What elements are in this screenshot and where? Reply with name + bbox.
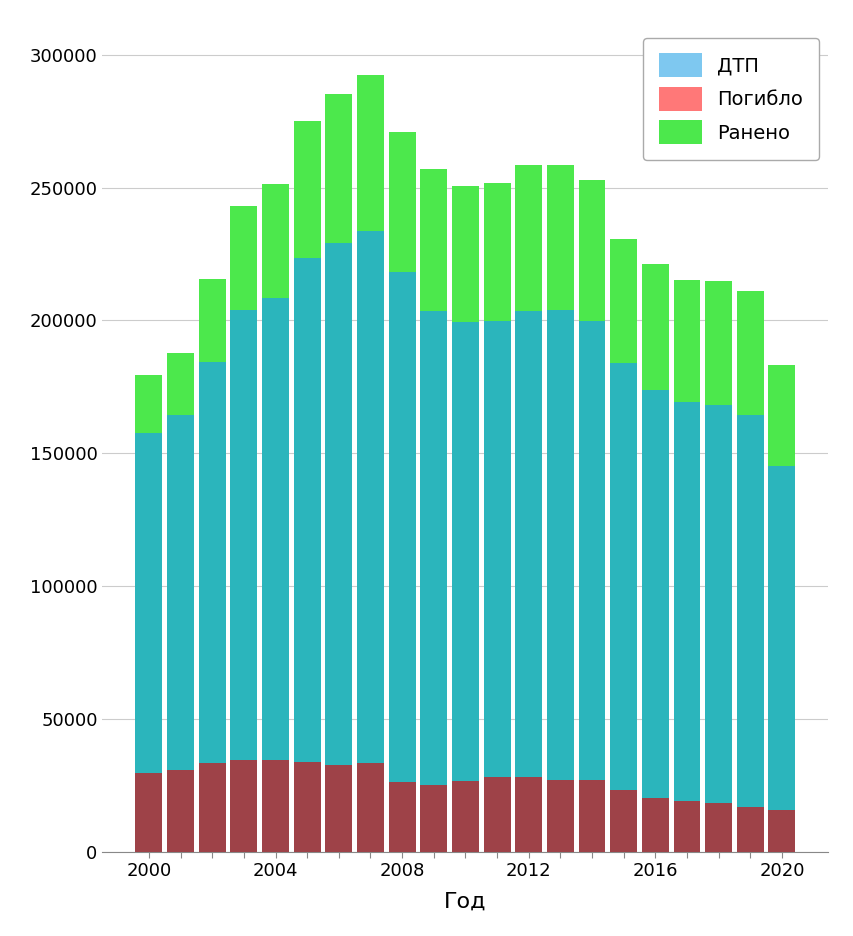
Bar [262,298,288,852]
Bar [357,76,384,230]
Bar [293,122,320,258]
Bar [388,782,415,852]
Bar [451,322,479,852]
Bar [768,811,794,852]
Bar [577,321,605,852]
Bar [136,433,162,852]
X-axis label: Год: Год [444,891,486,912]
Bar [736,807,763,852]
Legend: ДТП, Погибло, Ранено: ДТП, Погибло, Ранено [642,37,818,159]
Bar [136,375,162,433]
Bar [167,769,194,852]
Bar [641,264,668,390]
Bar [451,186,479,322]
Bar [641,390,668,852]
Bar [357,230,384,852]
Bar [705,803,731,852]
Bar [325,243,352,852]
Bar [610,790,636,852]
Bar [451,782,479,852]
Bar [768,365,794,466]
Bar [325,765,352,852]
Bar [199,362,225,852]
Bar [736,291,763,415]
Bar [705,281,731,405]
Bar [705,405,731,852]
Bar [293,258,320,852]
Bar [546,310,573,852]
Bar [641,797,668,852]
Bar [420,784,447,852]
Bar [610,363,636,852]
Bar [199,279,225,362]
Bar [514,778,542,852]
Bar [673,801,699,852]
Bar [357,763,384,852]
Bar [673,402,699,852]
Bar [483,778,510,852]
Bar [262,183,288,298]
Bar [610,240,636,363]
Bar [230,206,257,310]
Bar [199,764,225,852]
Bar [577,180,605,321]
Bar [167,415,194,852]
Bar [293,762,320,852]
Bar [673,280,699,402]
Bar [514,311,542,852]
Bar [546,165,573,310]
Bar [136,773,162,852]
Bar [577,780,605,852]
Bar [262,760,288,852]
Bar [768,466,794,852]
Bar [230,760,257,852]
Bar [483,183,510,321]
Bar [736,415,763,852]
Bar [167,353,194,415]
Bar [420,168,447,311]
Bar [546,780,573,852]
Bar [420,311,447,852]
Bar [388,271,415,852]
Bar [514,165,542,311]
Bar [388,132,415,271]
Bar [230,310,257,852]
Bar [483,321,510,852]
Bar [325,95,352,243]
